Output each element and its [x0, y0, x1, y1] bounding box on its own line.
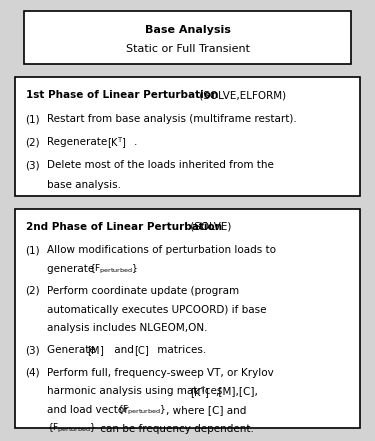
Text: $\{{\mathrm{F}}_{\mathrm{perturbed}}\}$: $\{{\mathrm{F}}_{\mathrm{perturbed}}\}$ — [117, 404, 166, 417]
Text: Static or Full Transient: Static or Full Transient — [126, 44, 249, 54]
Text: (2): (2) — [26, 138, 40, 147]
Text: (4): (4) — [26, 368, 40, 377]
Text: $[\mathrm{K}^{\mathrm{T}}]$: $[\mathrm{K}^{\mathrm{T}}]$ — [190, 385, 210, 400]
Text: $[\mathrm{M}]$: $[\mathrm{M}]$ — [87, 344, 105, 358]
Text: base analysis.: base analysis. — [47, 180, 121, 190]
Text: and: and — [111, 345, 137, 355]
Text: (3): (3) — [26, 161, 40, 170]
FancyBboxPatch shape — [15, 77, 360, 196]
Text: (1): (1) — [26, 245, 40, 255]
Text: Base Analysis: Base Analysis — [145, 25, 230, 34]
Text: matrices.: matrices. — [154, 345, 206, 355]
Text: 1st Phase of Linear Perturbation: 1st Phase of Linear Perturbation — [26, 90, 218, 101]
Text: automatically executes UPCOORD) if base: automatically executes UPCOORD) if base — [47, 305, 267, 314]
Text: harmonic analysis using matrices: harmonic analysis using matrices — [47, 386, 226, 396]
Text: Regenerate: Regenerate — [47, 138, 111, 147]
Text: (1): (1) — [26, 115, 40, 124]
FancyBboxPatch shape — [24, 11, 351, 64]
Text: 2nd Phase of Linear Perturbation: 2nd Phase of Linear Perturbation — [26, 222, 222, 232]
FancyBboxPatch shape — [15, 209, 360, 428]
Text: Generate: Generate — [47, 345, 99, 355]
Text: and load vector: and load vector — [47, 405, 132, 415]
Text: Delete most of the loads inherited from the: Delete most of the loads inherited from … — [47, 161, 274, 170]
Text: (SOLVE,ELFORM): (SOLVE,ELFORM) — [196, 90, 286, 101]
Text: ,[M],[C],: ,[M],[C], — [215, 386, 258, 396]
Text: $\{{\mathrm{F}}_{\mathrm{perturbed}}\}$: $\{{\mathrm{F}}_{\mathrm{perturbed}}\}$ — [47, 422, 96, 435]
Text: .: . — [134, 264, 137, 274]
Text: Restart from base analysis (multiframe restart).: Restart from base analysis (multiframe r… — [47, 115, 297, 124]
Text: Perform full, frequency-sweep VT, or Krylov: Perform full, frequency-sweep VT, or Kry… — [47, 368, 274, 377]
Text: (SOLVE): (SOLVE) — [187, 222, 231, 232]
Text: .: . — [134, 138, 137, 147]
Text: $[\mathrm{C}]$: $[\mathrm{C}]$ — [134, 344, 150, 358]
Text: analysis includes NLGEOM,ON.: analysis includes NLGEOM,ON. — [47, 323, 208, 333]
Text: Perform coordinate update (program: Perform coordinate update (program — [47, 286, 239, 296]
Text: $[\mathrm{K}^{\mathrm{T}}]$: $[\mathrm{K}^{\mathrm{T}}]$ — [107, 136, 127, 151]
Text: , where [C] and: , where [C] and — [166, 405, 247, 415]
Text: $\{{\mathrm{F}}_{\mathrm{perturbed}}\}$: $\{{\mathrm{F}}_{\mathrm{perturbed}}\}$ — [89, 262, 138, 276]
Text: Allow modifications of perturbation loads to: Allow modifications of perturbation load… — [47, 245, 276, 255]
Text: (2): (2) — [26, 286, 40, 296]
Text: (3): (3) — [26, 345, 40, 355]
Text: generate: generate — [47, 264, 98, 274]
Text: can be frequency dependent.: can be frequency dependent. — [97, 423, 254, 434]
